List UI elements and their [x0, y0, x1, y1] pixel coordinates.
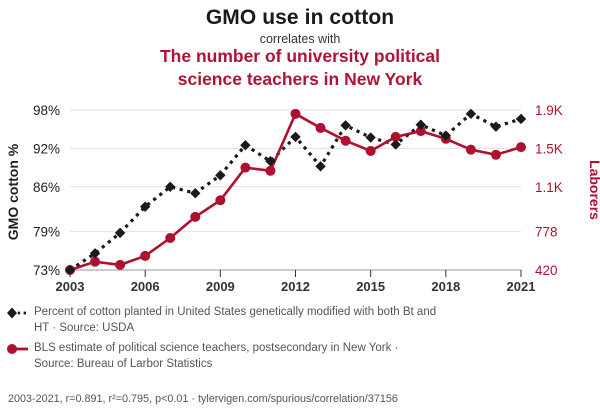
svg-text:1.9K: 1.9K [535, 103, 563, 118]
svg-text:73%: 73% [33, 263, 60, 278]
svg-text:2018: 2018 [431, 279, 460, 294]
svg-text:1.5K: 1.5K [535, 141, 563, 156]
svg-text:2003: 2003 [56, 279, 85, 294]
svg-text:420: 420 [535, 263, 558, 278]
svg-text:86%: 86% [33, 180, 60, 195]
svg-text:2015: 2015 [356, 279, 385, 294]
svg-text:778: 778 [535, 225, 558, 240]
svg-text:92%: 92% [33, 141, 60, 156]
svg-text:2006: 2006 [131, 279, 160, 294]
svg-text:98%: 98% [33, 103, 60, 118]
svg-text:2021: 2021 [507, 279, 536, 294]
svg-text:2009: 2009 [206, 279, 235, 294]
svg-text:79%: 79% [33, 225, 60, 240]
svg-text:2012: 2012 [281, 279, 310, 294]
svg-text:1.1K: 1.1K [535, 180, 563, 195]
